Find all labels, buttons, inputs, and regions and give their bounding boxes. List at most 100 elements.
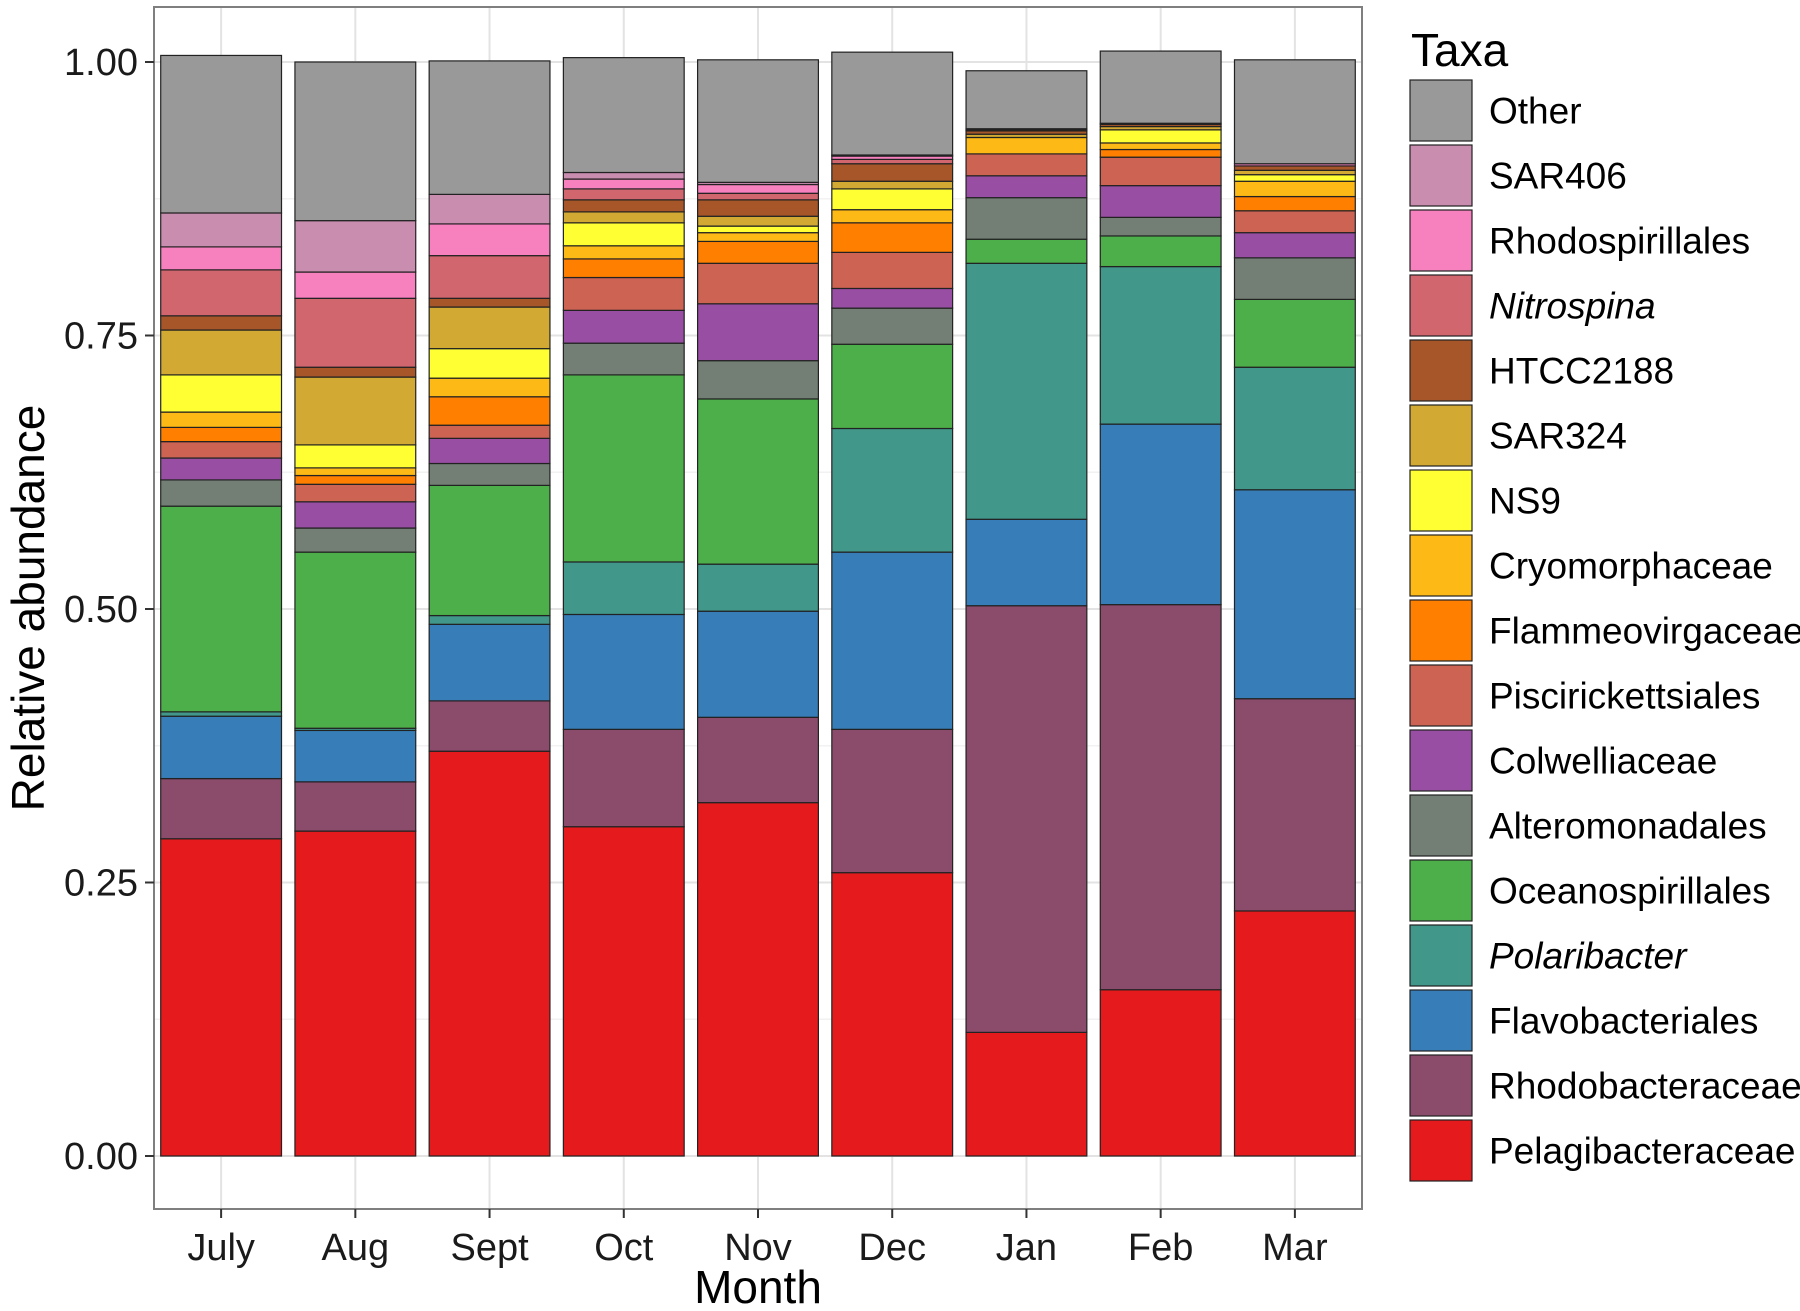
bar-segment-aug-oceanospirillales — [294, 551, 417, 729]
bar-stack-nov — [696, 59, 819, 1157]
x-axis: July Aug Sept Oct Nov Dec Jan Feb Mar — [187, 1209, 1328, 1269]
legend-swatch-rhodospirillales — [1409, 209, 1473, 272]
bar-segment-sept-rhodospirillales — [428, 223, 551, 257]
bar-segment-oct-rhodobacteraceae — [562, 728, 685, 828]
bar-segment-nov-oceanospirillales — [696, 398, 819, 565]
bar-stack-dec — [831, 51, 954, 1157]
bar-segment-sept-cryomorphaceae — [428, 377, 551, 398]
x-tick-label: Dec — [858, 1227, 926, 1269]
bar-segment-dec-rhodobacteraceae — [831, 728, 954, 874]
x-tick-label: Aug — [322, 1227, 390, 1269]
legend-swatch-flammeovirgaceae — [1409, 599, 1473, 662]
bar-stack-jan — [965, 70, 1088, 1157]
bar-segment-sept-ns9 — [428, 348, 551, 379]
bar-segment-mar-flavobacteriales — [1233, 489, 1356, 700]
x-tick-label: July — [187, 1227, 255, 1269]
bar-segment-mar-cryomorphaceae — [1233, 180, 1356, 198]
bar-stack-mar — [1233, 59, 1356, 1157]
bar-stack-oct — [562, 57, 685, 1157]
bar-segment-feb-oceanospirillales — [1099, 235, 1222, 268]
bar-segment-feb-piscirickettsiales — [1099, 156, 1222, 187]
bar-stack-feb — [1099, 50, 1222, 1157]
x-tick-label: Feb — [1128, 1227, 1193, 1269]
bar-segment-sept-piscirickettsiales — [428, 424, 551, 439]
bar-segment-nov-rhodobacteraceae — [696, 716, 819, 804]
x-axis-title: Month — [694, 1261, 822, 1311]
bar-segment-jan-piscirickettsiales — [965, 153, 1088, 177]
bar-segment-nov-colwelliaceae — [696, 303, 819, 362]
bar-segment-july-flavobacteriales — [160, 715, 283, 780]
legend-label-colwelliaceae: Colwelliaceae — [1489, 741, 1717, 782]
bar-segment-jan-rhodobacteraceae — [965, 605, 1088, 1033]
legend-swatch-htcc2188 — [1409, 339, 1473, 402]
bar-segment-sept-alteromonadales — [428, 462, 551, 486]
bar-segment-aug-cryomorphaceae — [294, 467, 417, 477]
bar-segment-aug-flammeovirgaceae — [294, 474, 417, 485]
bar-stack-aug — [294, 61, 417, 1157]
bar-segment-sept-other — [428, 60, 551, 195]
legend-label-htcc2188: HTCC2188 — [1489, 351, 1674, 392]
bar-segment-july-rhodospirillales — [160, 246, 283, 271]
legend-label-polaribacter: Polaribacter — [1489, 936, 1688, 977]
bar-segment-mar-flammeovirgaceae — [1233, 195, 1356, 212]
bar-segment-july-nitrospina — [160, 269, 283, 317]
legend-swatch-colwelliaceae — [1409, 729, 1473, 792]
bar-segment-nov-other — [696, 59, 819, 183]
legend-label-cryomorphaceae: Cryomorphaceae — [1489, 546, 1773, 587]
bar-segment-dec-flavobacteriales — [831, 551, 954, 730]
bar-segment-july-oceanospirillales — [160, 505, 283, 713]
legend-label-sar324: SAR324 — [1489, 416, 1627, 457]
bar-segment-dec-cryomorphaceae — [831, 209, 954, 224]
bar-segment-aug-nitrospina — [294, 297, 417, 368]
bar-segment-jan-oceanospirillales — [965, 238, 1088, 264]
bar-segment-oct-ns9 — [562, 222, 685, 247]
bar-segment-dec-other — [831, 51, 954, 156]
bar-segment-sept-sar406 — [428, 193, 551, 225]
bar-segment-aug-sar324 — [294, 376, 417, 446]
bar-segment-aug-sar406 — [294, 220, 417, 273]
y-tick-label: 0.25 — [64, 863, 138, 905]
bar-segment-oct-nitrospina — [562, 188, 685, 201]
bar-segment-jan-pelagibacteraceae — [965, 1031, 1088, 1157]
bar-segment-aug-piscirickettsiales — [294, 483, 417, 503]
legend-swatch-polaribacter — [1409, 924, 1473, 987]
bar-segment-aug-other — [294, 61, 417, 222]
bars-group — [160, 50, 1356, 1157]
bar-segment-nov-cryomorphaceae — [696, 232, 819, 243]
bar-segment-jan-cryomorphaceae — [965, 136, 1088, 155]
bar-segment-dec-alteromonadales — [831, 307, 954, 345]
bar-segment-nov-flavobacteriales — [696, 610, 819, 718]
bar-segment-nov-rhodospirillales — [696, 183, 819, 194]
legend-label-rhodospirillales: Rhodospirillales — [1489, 221, 1750, 262]
bar-segment-feb-flavobacteriales — [1099, 423, 1222, 606]
bar-segment-oct-alteromonadales — [562, 342, 685, 376]
bar-segment-oct-sar324 — [562, 211, 685, 224]
x-tick-label: Nov — [724, 1227, 792, 1269]
bar-segment-dec-oceanospirillales — [831, 343, 954, 430]
x-tick-label: Mar — [1262, 1227, 1328, 1269]
bar-segment-july-ns9 — [160, 374, 283, 413]
legend-swatch-cryomorphaceae — [1409, 534, 1473, 597]
bar-segment-dec-colwelliaceae — [831, 287, 954, 309]
legend-swatch-sar406 — [1409, 144, 1473, 207]
y-tick-label: 0.50 — [64, 589, 138, 631]
bar-segment-feb-alteromonadales — [1099, 216, 1222, 237]
legend-swatch-other — [1409, 79, 1473, 142]
bar-segment-aug-rhodospirillales — [294, 271, 417, 299]
bar-segment-july-rhodobacteraceae — [160, 777, 283, 840]
legend-label-rhodobacteraceae: Rhodobacteraceae — [1489, 1066, 1800, 1107]
bar-segment-nov-piscirickettsiales — [696, 262, 819, 305]
bar-segment-nov-flammeovirgaceae — [696, 240, 819, 264]
bar-segment-dec-htcc2188 — [831, 163, 954, 182]
legend: Taxa Other SAR406 Rhodospirillales Nitrospi… — [1408, 24, 1800, 1183]
bar-segment-aug-pelagibacteraceae — [294, 830, 417, 1157]
bar-segment-oct-polaribacter — [562, 561, 685, 616]
legend-swatch-piscirickettsiales — [1409, 664, 1473, 727]
legend-label-flammeovirgaceae: Flammeovirgaceae — [1489, 611, 1800, 652]
legend-swatch-ns9 — [1409, 469, 1473, 532]
bar-segment-dec-pelagibacteraceae — [831, 872, 954, 1157]
legend-swatch-flavobacteriales — [1409, 989, 1473, 1052]
bar-segment-feb-flammeovirgaceae — [1099, 148, 1222, 158]
legend-swatch-sar324 — [1409, 404, 1473, 467]
bar-segment-sept-htcc2188 — [428, 297, 551, 308]
